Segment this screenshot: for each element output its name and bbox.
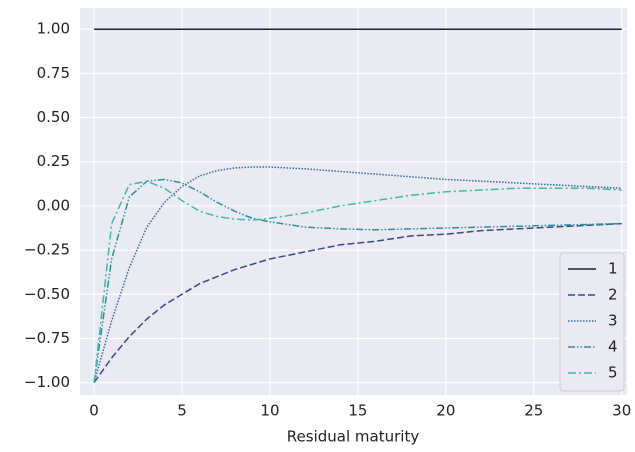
legend-label: 1	[608, 260, 618, 278]
x-tick-label: 25	[524, 402, 543, 420]
legend-label: 3	[608, 312, 618, 330]
x-tick-label: 20	[436, 402, 455, 420]
legend: 1 2 3 4 5	[559, 252, 625, 392]
y-tick-label: −1.00	[24, 373, 70, 391]
y-tick-label: 0.25	[37, 152, 70, 170]
x-tick-label: 0	[89, 402, 99, 420]
series-line	[93, 180, 622, 383]
y-tick-label: −0.50	[24, 285, 70, 303]
y-tick-label: −0.75	[24, 329, 70, 347]
x-tick-label: 10	[260, 402, 279, 420]
series-line	[93, 178, 622, 383]
legend-label: 5	[608, 364, 618, 382]
y-tick-label: 0.75	[37, 64, 70, 82]
legend-box	[559, 252, 625, 392]
x-tick-label: 5	[177, 402, 187, 420]
legend-label: 2	[608, 286, 618, 304]
x-axis-label: Residual maturity	[287, 428, 420, 446]
legend-label: 4	[608, 338, 618, 356]
x-tick-label: 30	[612, 402, 631, 420]
series-line	[93, 222, 622, 384]
y-tick-label: 1.00	[37, 20, 70, 38]
y-tick-label: 0.50	[37, 108, 70, 126]
series-line	[93, 166, 622, 383]
y-tick-label: 0.00	[37, 196, 70, 214]
plot-area	[80, 8, 627, 395]
y-tick-label: −0.25	[24, 241, 70, 259]
x-tick-label: 15	[348, 402, 367, 420]
